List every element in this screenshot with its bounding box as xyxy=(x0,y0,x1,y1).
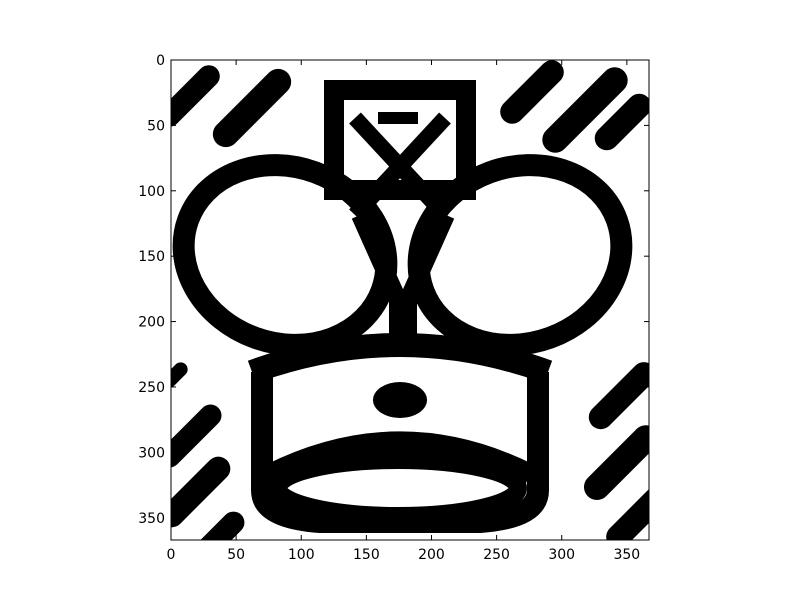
cross xyxy=(324,80,476,221)
crown-lobes xyxy=(172,154,633,356)
hatch-mark xyxy=(171,362,188,388)
left-lobe xyxy=(172,154,398,356)
hatch-mark xyxy=(195,511,245,540)
hatch-mark xyxy=(171,456,231,528)
chess-king-icon xyxy=(171,60,649,540)
y-tick-label: 50 xyxy=(147,118,165,134)
hatch-marks xyxy=(171,60,649,540)
x-tick-label: 300 xyxy=(548,547,575,563)
hatch-mark xyxy=(588,362,649,430)
x-tick-label: 100 xyxy=(288,547,315,563)
x-tick-label: 250 xyxy=(483,547,510,563)
hatch-mark xyxy=(583,425,649,501)
hatch-mark xyxy=(500,60,564,124)
x-tick-label: 350 xyxy=(613,547,640,563)
y-tick-label: 250 xyxy=(138,380,165,396)
axes-frame xyxy=(170,59,650,541)
hatch-mark xyxy=(171,65,220,127)
y-tick-label: 0 xyxy=(156,53,165,69)
base-ring xyxy=(269,451,527,525)
upper-band xyxy=(247,333,553,384)
y-tick-label: 300 xyxy=(138,445,165,461)
y-tick-label: 100 xyxy=(138,184,165,200)
x-axis: 0 50 100 150 200 250 300 350 xyxy=(167,60,640,563)
x-tick-label: 150 xyxy=(353,547,380,563)
hatch-mark xyxy=(171,404,222,468)
y-tick-label: 150 xyxy=(138,249,165,265)
y-axis: 0 50 100 150 200 250 300 350 xyxy=(138,53,649,527)
y-tick-label: 350 xyxy=(138,511,165,527)
image-plot-area xyxy=(170,59,650,541)
x-tick-label: 50 xyxy=(227,547,245,563)
hatch-mark xyxy=(542,67,628,153)
right-lobe xyxy=(407,154,633,356)
x-tick-label: 200 xyxy=(418,547,445,563)
y-tick-label: 200 xyxy=(138,315,165,331)
hatch-mark xyxy=(594,93,649,151)
center-dot xyxy=(373,382,427,418)
hatch-mark xyxy=(212,68,292,148)
lower-band xyxy=(265,431,535,485)
x-tick-label: 0 xyxy=(167,547,176,563)
hatch-mark xyxy=(606,485,649,540)
